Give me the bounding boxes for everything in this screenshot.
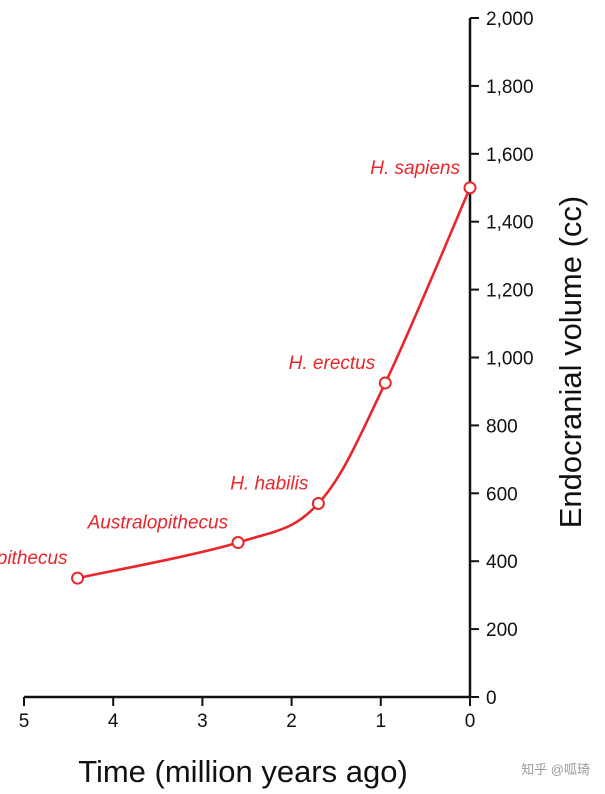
y-tick-label: 2,000 [486,9,534,30]
y-tick-label: 0 [486,688,497,709]
data-point-label: H. erectus [289,353,376,374]
data-point [231,536,245,550]
y-tick-label: 1,400 [486,213,534,234]
y-tick-label: 800 [486,416,518,437]
data-point [378,376,392,390]
y-tick-label: 1,600 [486,145,534,166]
x-tick-label: 4 [108,711,119,732]
x-tick-label: 3 [197,711,208,732]
x-axis-title: Time (million years ago) [78,754,408,789]
x-axis: 5 4 3 2 1 0 [19,695,476,732]
y-tick-label: 600 [486,484,518,505]
y-axis: 0 200 400 600 800 1,000 1,200 1,400 1,600 1,800 2,… [468,9,534,709]
data-point-label: Ardipithecus [0,548,68,569]
y-tick-label: 1,000 [486,349,534,370]
watermark-text: 知乎 @呱琦 [521,762,590,777]
data-point-label: H. sapiens [370,158,460,179]
y-tick-label: 1,200 [486,281,534,302]
y-axis-title: Endocranial volume (cc) [553,196,588,529]
x-tick-label: 1 [376,711,387,732]
series-line [77,187,472,580]
y-tick-label: 200 [486,620,518,641]
x-tick-label: 2 [286,711,297,732]
data-point-label: Australopithecus [87,513,229,534]
data-point [71,571,85,585]
x-tick-label: 5 [19,711,30,732]
x-tick-label: 0 [465,711,476,732]
data-point-label: H. habilis [230,473,309,494]
data-point [311,496,325,510]
y-tick-label: 400 [486,552,518,573]
y-tick-label: 1,800 [486,77,534,98]
data-point [463,181,477,195]
